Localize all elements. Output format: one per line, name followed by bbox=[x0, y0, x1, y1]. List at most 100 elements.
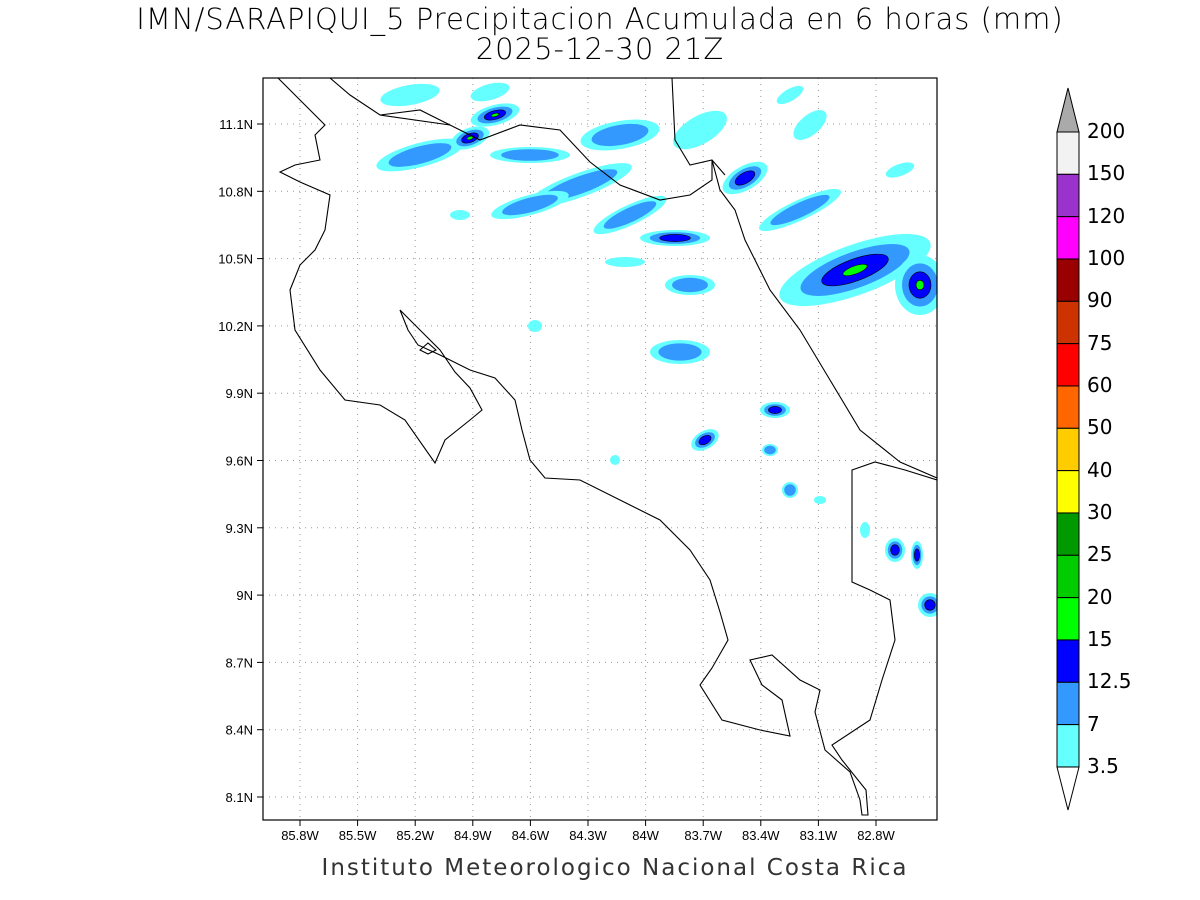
precip-contour-area bbox=[450, 210, 470, 220]
precip-contours bbox=[376, 82, 937, 617]
river-border bbox=[671, 78, 726, 176]
pacific-coast bbox=[277, 78, 937, 816]
colorbar-swatch bbox=[1056, 385, 1080, 429]
colorbar-swatch bbox=[1056, 681, 1080, 726]
lat-tick-label: 9.6N bbox=[226, 454, 253, 469]
precip-contour-area bbox=[603, 201, 657, 229]
colorbar-label: 90 bbox=[1087, 288, 1113, 313]
precip-contour-area bbox=[784, 484, 796, 496]
colorbar-label: 25 bbox=[1087, 542, 1113, 567]
colorbar-swatch bbox=[1056, 300, 1080, 345]
colorbar-label: 75 bbox=[1087, 330, 1113, 355]
lat-tick-label: 8.1N bbox=[226, 790, 253, 805]
precip-contour-area bbox=[915, 279, 925, 291]
colorbar-label: 7 bbox=[1087, 711, 1100, 736]
lon-tick-label: 83.4W bbox=[742, 828, 780, 843]
colorbar-label: 200 bbox=[1087, 119, 1126, 143]
lon-tick-label: 85.5W bbox=[339, 828, 377, 843]
lon-tick-label: 83.7W bbox=[684, 828, 722, 843]
precip-contour-area bbox=[673, 110, 727, 150]
precip-contour-area bbox=[502, 194, 558, 216]
lon-tick-label: 84W bbox=[632, 828, 659, 843]
precip-contour-area bbox=[605, 257, 645, 267]
precip-contour-area bbox=[610, 455, 620, 465]
colorbar-label: 12.5 bbox=[1087, 669, 1132, 694]
colorbar-label: 50 bbox=[1087, 415, 1113, 440]
colorbar-swatch bbox=[1056, 512, 1080, 556]
colorbar-label: 3.5 bbox=[1087, 753, 1119, 778]
lat-tick-label: 9N bbox=[236, 588, 253, 603]
caribbean-coast bbox=[711, 159, 937, 479]
lon-tick-label: 85.8W bbox=[281, 828, 319, 843]
lat-tick-label: 8.7N bbox=[226, 655, 253, 670]
coastlines bbox=[277, 78, 937, 816]
precip-contour-area bbox=[924, 599, 936, 611]
colorbar-label: 15 bbox=[1087, 626, 1113, 651]
lat-tick-label: 8.4N bbox=[226, 723, 253, 738]
colorbar-swatch bbox=[1056, 427, 1080, 472]
map-datetime: 2025-12-30 21Z bbox=[475, 32, 725, 66]
precip-contour-area bbox=[672, 277, 708, 293]
precip-contour-area bbox=[768, 406, 782, 414]
lat-tick-label: 10.5N bbox=[218, 252, 253, 267]
grid-lines bbox=[263, 78, 937, 820]
nicaragua-border bbox=[379, 109, 713, 201]
precip-contour-area bbox=[842, 263, 868, 277]
lat-tick-label: 10.2N bbox=[218, 319, 253, 334]
colorbar-swatch bbox=[1056, 639, 1080, 683]
lat-tick-label: 11.1N bbox=[219, 117, 253, 132]
lon-tick-label: 82.8W bbox=[857, 828, 895, 843]
precip-contour-area bbox=[698, 434, 712, 446]
precip-contour-area bbox=[776, 85, 804, 105]
precip-contour-area bbox=[814, 496, 826, 504]
colorbar-swatch bbox=[1056, 470, 1080, 514]
precip-contour-area bbox=[528, 320, 542, 332]
precip-contour-area bbox=[591, 123, 649, 147]
lat-tick-label: 9.9N bbox=[226, 386, 253, 401]
lon-tick-label: 85.2W bbox=[396, 828, 434, 843]
precip-contour-area bbox=[764, 445, 776, 455]
colorbar-swatch bbox=[1056, 343, 1080, 387]
precip-contour-area bbox=[793, 110, 827, 140]
colorbar-label: 120 bbox=[1087, 203, 1126, 228]
precip-contour-area bbox=[659, 234, 691, 242]
colorbar-swatch bbox=[1056, 131, 1080, 175]
colorbar-swatch bbox=[1056, 173, 1080, 218]
map-title: IMN/SARAPIQUI_5 Precipitacion Acumulada … bbox=[136, 2, 1064, 36]
island bbox=[419, 342, 437, 355]
lon-tick-label: 84.3W bbox=[569, 828, 607, 843]
map-frame bbox=[262, 77, 938, 821]
colorbar-label: 100 bbox=[1087, 245, 1126, 270]
lon-tick-label: 84.9W bbox=[454, 828, 492, 843]
colorbar-label: 60 bbox=[1087, 372, 1113, 397]
colorbar-label: 40 bbox=[1087, 457, 1113, 482]
precip-contour-area bbox=[885, 162, 915, 178]
colorbar-swatch bbox=[1056, 597, 1080, 641]
lon-tick-label: 84.6W bbox=[512, 828, 550, 843]
precip-contour-area bbox=[890, 544, 900, 556]
precip-contour-area bbox=[388, 143, 452, 167]
colorbar bbox=[1056, 87, 1080, 811]
precip-contour-area bbox=[658, 343, 702, 361]
colorbar-swatch bbox=[1056, 724, 1080, 768]
colorbar-over-triangle bbox=[1056, 87, 1080, 133]
lon-tick-label: 83.1W bbox=[800, 828, 838, 843]
colorbar-under-triangle bbox=[1056, 766, 1080, 811]
precip-contour-area bbox=[501, 149, 559, 161]
colorbar-label: 20 bbox=[1087, 584, 1113, 609]
precip-contour-area bbox=[914, 548, 920, 562]
colorbar-swatch bbox=[1056, 216, 1080, 260]
precip-contour-area bbox=[770, 194, 830, 226]
colorbar-swatch bbox=[1056, 258, 1080, 302]
precip-contour-area bbox=[380, 83, 440, 107]
precip-contour-area bbox=[490, 112, 500, 118]
colorbar-label: 30 bbox=[1087, 499, 1113, 524]
footer-credit: Instituto Meteorologico Nacional Costa R… bbox=[321, 855, 909, 881]
colorbar-label: 150 bbox=[1087, 161, 1126, 186]
lat-tick-label: 10.8N bbox=[218, 184, 253, 199]
colorbar-swatch bbox=[1056, 554, 1080, 599]
lake-shore bbox=[329, 78, 451, 126]
precip-contour-area bbox=[470, 82, 510, 102]
precip-contour-area bbox=[860, 522, 870, 538]
